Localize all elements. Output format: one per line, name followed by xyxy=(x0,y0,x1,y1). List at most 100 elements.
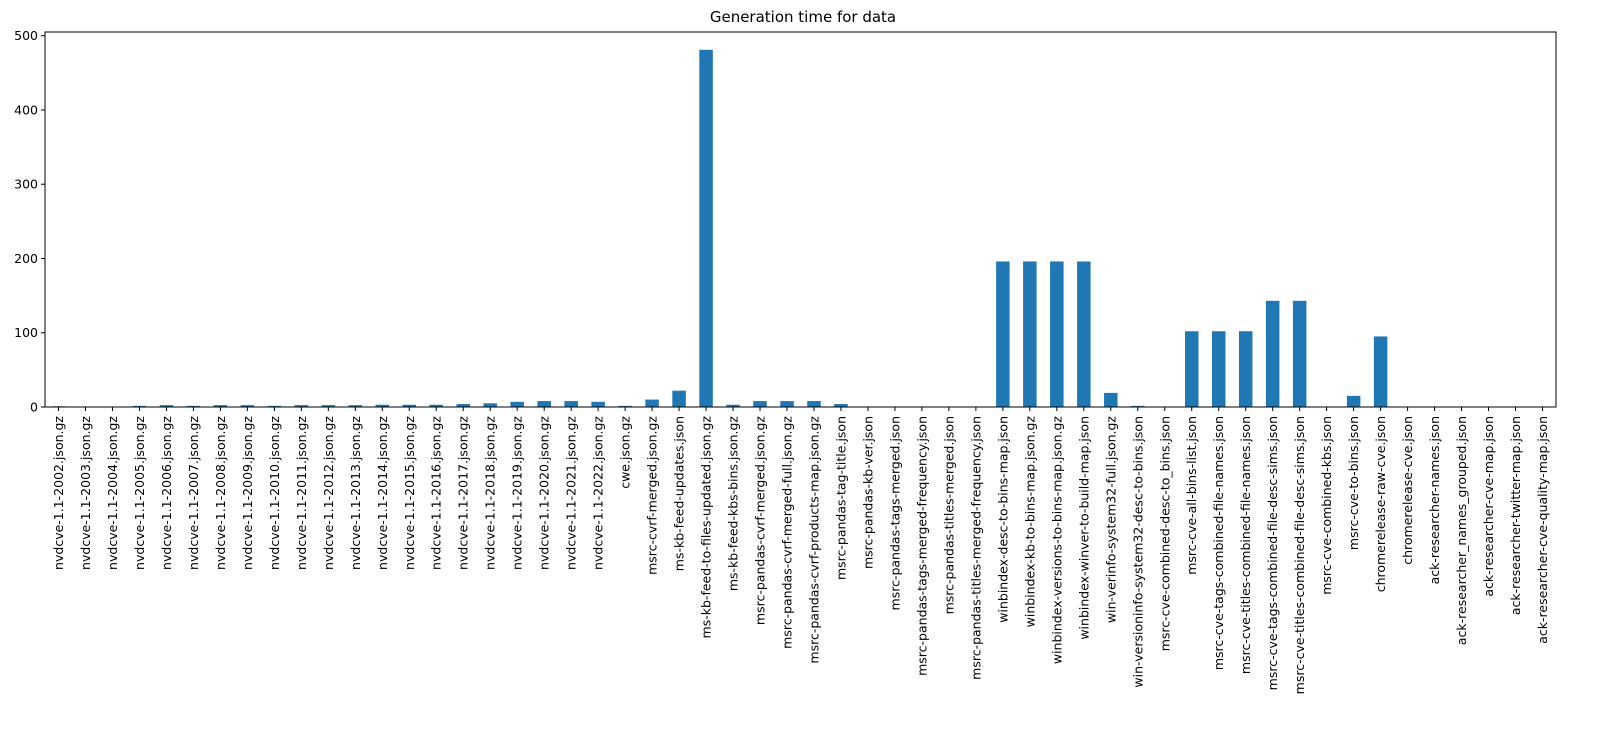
bar xyxy=(132,405,147,407)
x-tick-label: winbindex-kb-to-bins-map.json.gz xyxy=(1022,416,1037,628)
x-tick-label: nvdcve-1.1-2016.json.gz xyxy=(429,416,444,570)
x-tick-label: nvdcve-1.1-2022.json.gz xyxy=(591,416,606,570)
x-tick-label: nvdcve-1.1-2003.json.gz xyxy=(78,416,93,570)
x-tick-label: winbindex-versions-to-bins-map.json.gz xyxy=(1049,416,1064,665)
plot-frame xyxy=(44,31,1557,408)
bar xyxy=(267,405,282,407)
x-tick-label: nvdcve-1.1-2020.json.gz xyxy=(537,416,552,570)
x-tick-label: ms-kb-feed-kbs-bins.json.gz xyxy=(726,416,741,592)
chart-title: Generation time for data xyxy=(710,8,896,26)
bar xyxy=(699,49,713,408)
x-axis: nvdcve-1.1-2002.json.gz nvdcve-1.1-2003.j… xyxy=(51,407,1550,694)
x-tick-label: msrc-cve-all-bins-list.json xyxy=(1184,416,1199,575)
x-tick-label: msrc-pandas-kb-ver.json xyxy=(860,416,875,569)
bar xyxy=(1211,331,1226,407)
x-tick-label: nvdcve-1.1-2021.json.gz xyxy=(564,416,579,570)
bar xyxy=(645,399,659,407)
bar xyxy=(510,401,524,407)
x-tick-label: nvdcve-1.1-2013.json.gz xyxy=(348,416,363,570)
x-tick-label: msrc-cve-combined-desc-to_bins.json xyxy=(1157,416,1172,651)
y-tick-label: 100 xyxy=(14,325,38,340)
bar xyxy=(348,405,363,407)
x-tick-label: chromerelease-cve.json xyxy=(1400,416,1415,565)
bar xyxy=(1050,261,1064,407)
y-axis: 0 100 200 300 400 500 xyxy=(14,28,45,415)
x-tick-label: nvdcve-1.1-2015.json.gz xyxy=(402,416,417,570)
bar xyxy=(1104,392,1118,407)
x-tick-label: nvdcve-1.1-2006.json.gz xyxy=(159,416,174,570)
bar xyxy=(1077,261,1091,407)
bar xyxy=(996,261,1010,407)
x-tick-label: msrc-pandas-tag-title.json xyxy=(833,416,848,580)
x-tick-label: nvdcve-1.1-2018.json.gz xyxy=(483,416,498,570)
x-tick-label: msrc-pandas-tags-merged.json xyxy=(887,416,902,610)
x-tick-label: nvdcve-1.1-2010.json.gz xyxy=(267,416,282,570)
bar xyxy=(726,404,740,407)
bar xyxy=(1238,331,1253,407)
bar xyxy=(1023,261,1037,407)
bar xyxy=(618,405,632,407)
bars-layer xyxy=(51,49,1550,408)
bar xyxy=(402,404,417,407)
x-tick-label: nvdcve-1.1-2019.json.gz xyxy=(510,416,525,570)
x-tick-label: nvdcve-1.1-2002.json.gz xyxy=(51,416,66,570)
bar xyxy=(591,401,605,407)
x-tick-label: msrc-cve-tags-combined-file-desc-sims.js… xyxy=(1265,416,1280,690)
x-tick-label: winbindex-winver-to-build-map.json xyxy=(1076,416,1091,640)
x-tick-label: nvdcve-1.1-2005.json.gz xyxy=(132,416,147,570)
x-tick-label: nvdcve-1.1-2014.json.gz xyxy=(375,416,390,570)
x-tick-label: ack-researcher-cve-quality-map.json xyxy=(1535,416,1550,644)
x-tick-label: msrc-cvrf-merged.json.gz xyxy=(645,416,660,575)
bar xyxy=(1184,331,1199,407)
bar xyxy=(564,401,578,407)
bar xyxy=(1131,405,1145,407)
x-tick-label: ack-researcher-cve-map.json xyxy=(1481,416,1496,597)
bar xyxy=(537,401,551,407)
bar xyxy=(240,405,255,407)
x-tick-label: ack-researcher-names.json xyxy=(1427,416,1442,584)
x-tick-label: nvdcve-1.1-2007.json.gz xyxy=(186,416,201,570)
x-tick-label: ms-kb-feed-updates.json xyxy=(672,416,687,571)
bar xyxy=(1346,395,1361,407)
x-tick-label: nvdcve-1.1-2004.json.gz xyxy=(105,416,120,570)
bar xyxy=(375,404,390,407)
x-tick-label: msrc-cve-titles-combined-file-names.json xyxy=(1238,416,1253,674)
x-tick-label: msrc-pandas-cvrf-products-map.json.gz xyxy=(806,416,821,664)
x-tick-label: msrc-pandas-cvrf-merged-full.json.gz xyxy=(780,416,795,649)
bar xyxy=(753,401,767,407)
bar xyxy=(672,390,686,407)
bar xyxy=(186,405,201,407)
x-tick-label: msrc-pandas-cvrf-merged.json.gz xyxy=(753,416,768,625)
x-tick-label: nvdcve-1.1-2009.json.gz xyxy=(240,416,255,570)
x-tick-label: msrc-cve-titles-combined-file-desc-sims.… xyxy=(1292,416,1307,694)
y-tick-label: 0 xyxy=(30,400,38,415)
x-tick-label: nvdcve-1.1-2017.json.gz xyxy=(456,416,471,570)
bar xyxy=(1373,336,1388,407)
x-tick-label: ms-kb-feed-to-files-updated.json.gz xyxy=(699,416,714,639)
bar xyxy=(456,404,470,407)
x-tick-label: win-verinfo-system32-full.json.gz xyxy=(1103,416,1118,624)
x-tick-label: msrc-pandas-titles-merged-frequency.json xyxy=(968,416,983,680)
bar xyxy=(294,405,309,407)
x-tick-label: nvdcve-1.1-2008.json.gz xyxy=(213,416,228,570)
bar xyxy=(483,403,497,407)
x-tick-label: ack-researcher-twitter-map.json xyxy=(1508,416,1523,615)
y-tick-label: 400 xyxy=(14,102,38,117)
x-tick-label: ack-researcher_names_grouped.json xyxy=(1454,416,1469,645)
x-tick-label: msrc-cve-tags-combined-file-names.json xyxy=(1211,416,1226,670)
bar xyxy=(1265,300,1280,407)
x-tick-label: chromerelease-raw-cve.json xyxy=(1373,416,1388,592)
bar xyxy=(780,401,794,407)
x-tick-label: nvdcve-1.1-2012.json.gz xyxy=(321,416,336,570)
x-tick-label: msrc-cve-combined-kbs.json xyxy=(1319,416,1334,595)
y-tick-label: 300 xyxy=(14,177,38,192)
bar xyxy=(321,405,336,407)
x-tick-label: msrc-pandas-titles-merged.json xyxy=(941,416,956,614)
bar xyxy=(429,404,443,407)
y-tick-label: 200 xyxy=(14,251,38,266)
y-tick-label: 500 xyxy=(14,28,38,43)
bar xyxy=(213,405,228,407)
x-tick-label: winbindex-desc-to-bins-map.json xyxy=(995,416,1010,623)
bar xyxy=(159,405,174,407)
